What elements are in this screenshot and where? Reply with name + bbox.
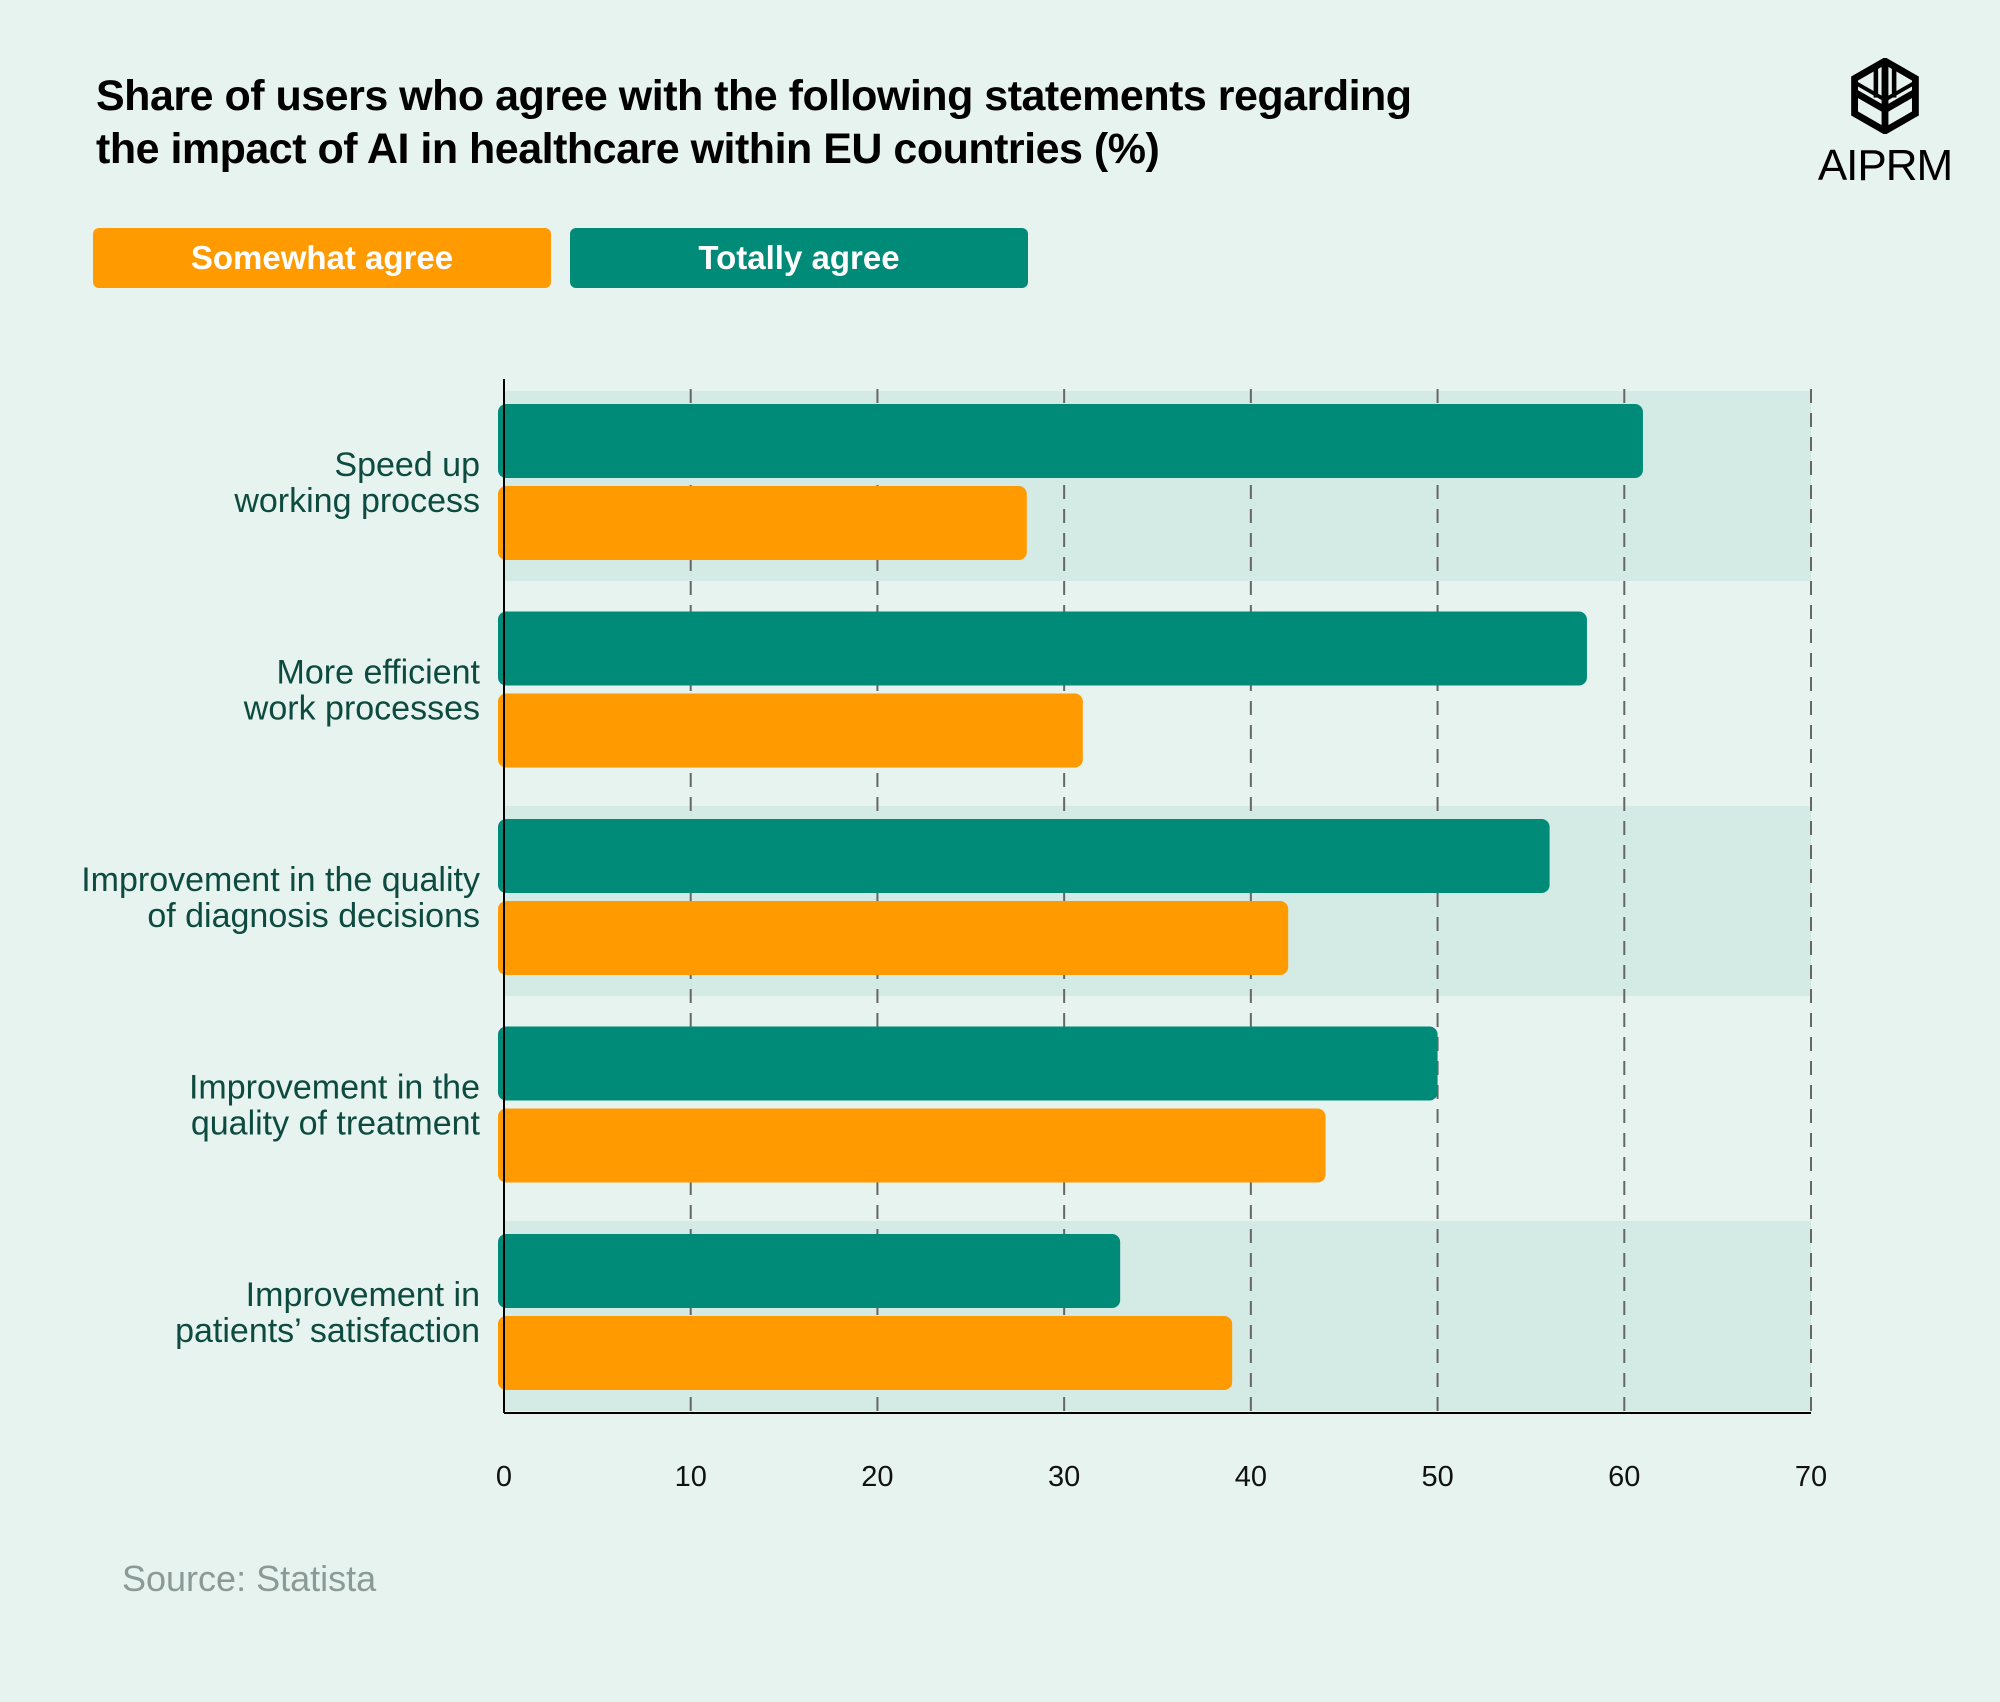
bar-totally-agree xyxy=(498,1026,1438,1101)
category-label: Speed up xyxy=(334,446,480,484)
logo-text: AIPRM xyxy=(1817,141,1953,190)
category-label: patients’ satisfaction xyxy=(175,1312,480,1350)
source-note: Source: Statista xyxy=(122,1558,377,1599)
category-label: working process xyxy=(233,482,480,520)
x-tick-label: 30 xyxy=(1048,1461,1080,1493)
category-label: quality of treatment xyxy=(191,1105,481,1143)
title-line-2: the impact of AI in healthcare within EU… xyxy=(96,124,1160,173)
x-tick-label: 20 xyxy=(861,1461,893,1493)
bar-totally-agree xyxy=(498,819,1550,893)
bar-somewhat-agree xyxy=(498,693,1083,768)
x-tick-label: 0 xyxy=(496,1461,512,1493)
category-label: More efficient xyxy=(277,654,481,692)
bar-somewhat-agree xyxy=(498,486,1027,560)
category-label: of diagnosis decisions xyxy=(147,897,480,935)
chart-title: Share of users who agree with the follow… xyxy=(96,70,1546,176)
x-tick-label: 40 xyxy=(1235,1461,1267,1493)
x-tick-label: 70 xyxy=(1795,1461,1827,1493)
title-line-1: Share of users who agree with the follow… xyxy=(96,72,1412,120)
legend-somewhat-agree: Somewhat agree xyxy=(93,228,551,288)
category-label: Improvement in xyxy=(246,1276,480,1314)
legend-label: Totally agree xyxy=(698,239,900,276)
x-tick-label: 60 xyxy=(1608,1461,1640,1493)
category-label: Improvement in the xyxy=(189,1069,480,1107)
bar-somewhat-agree xyxy=(498,1108,1326,1183)
legend-totally-agree: Totally agree xyxy=(570,228,1028,288)
aiprm-logo: AIPRM xyxy=(1810,57,1960,191)
category-label: Improvement in the quality xyxy=(81,861,480,899)
bar-somewhat-agree xyxy=(498,901,1289,975)
aiprm-logo-icon xyxy=(1851,57,1919,135)
x-tick-label: 10 xyxy=(675,1461,707,1493)
bar-totally-agree xyxy=(498,404,1643,478)
bar-somewhat-agree xyxy=(498,1316,1233,1390)
legend-label: Somewhat agree xyxy=(190,239,454,276)
x-tick-label: 50 xyxy=(1421,1461,1453,1493)
bar-totally-agree xyxy=(498,611,1587,686)
bar-totally-agree xyxy=(498,1234,1121,1308)
category-label: work processes xyxy=(243,690,480,728)
